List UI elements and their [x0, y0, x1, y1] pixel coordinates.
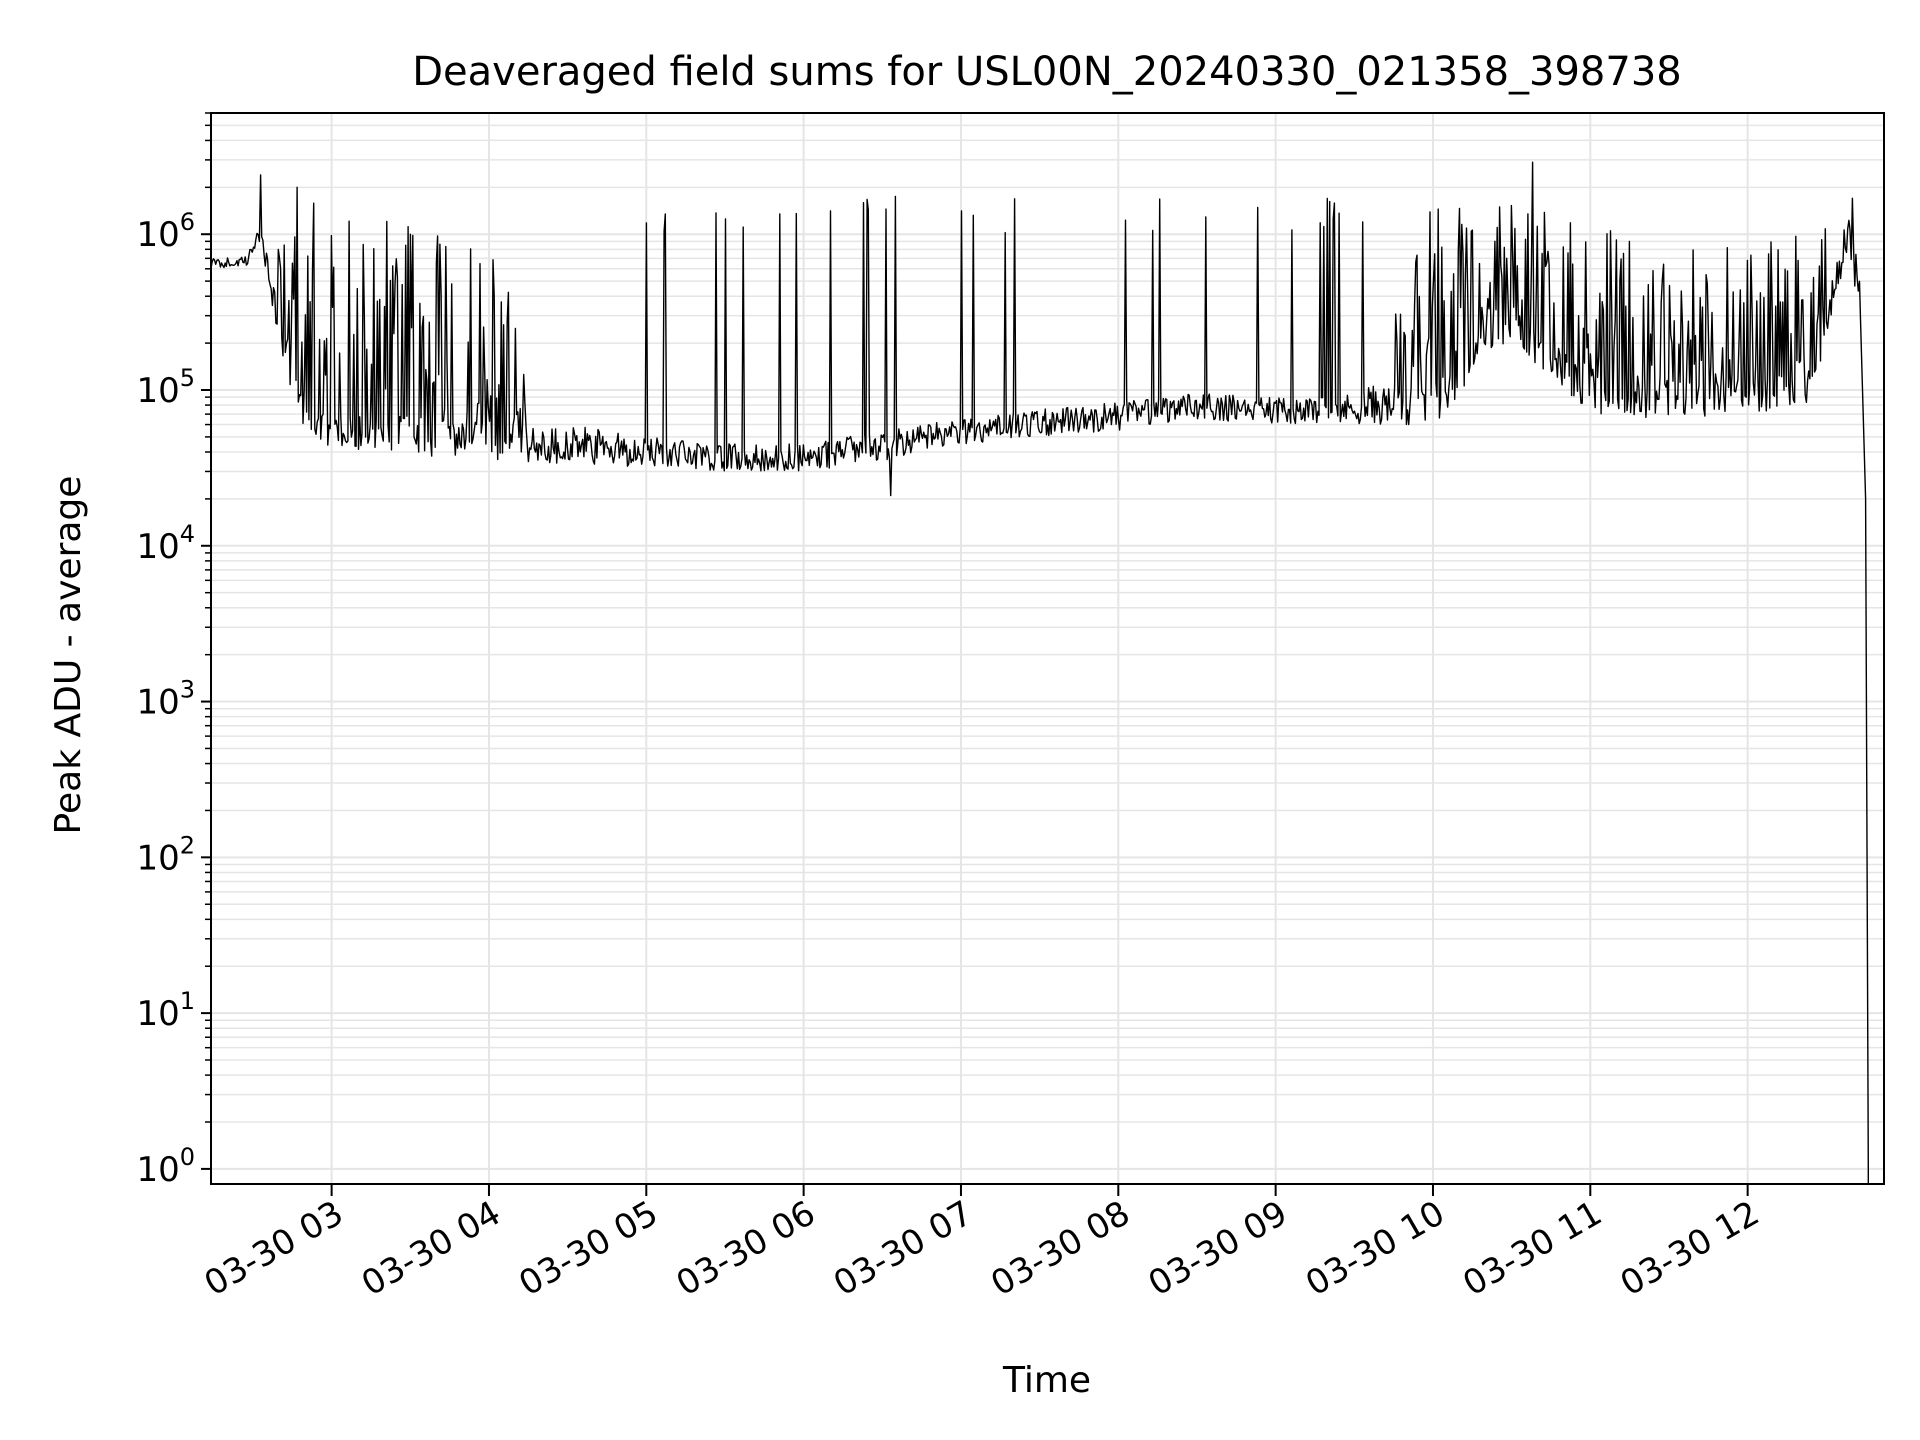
y-axis-label: Peak ADU - average	[48, 476, 89, 835]
x-axis-label: Time	[1002, 1360, 1091, 1401]
y-tick-label: 106	[136, 208, 195, 255]
y-tick-label: 103	[136, 676, 195, 723]
x-tick-label: 03-30 08	[984, 1193, 1136, 1304]
x-tick-label: 03-30 07	[827, 1193, 979, 1304]
y-tick-label: 101	[136, 987, 195, 1034]
x-tick-label: 03-30 05	[512, 1193, 664, 1304]
grid	[211, 112, 1884, 1184]
y-tick-label: 100	[136, 1143, 195, 1190]
data-layer	[210, 161, 1869, 1184]
plot-frame	[210, 112, 1885, 1185]
y-tick-label: 105	[136, 364, 195, 411]
x-tick-label: 03-30 11	[1456, 1193, 1608, 1304]
series-line	[210, 161, 1869, 1184]
y-tick-label: 104	[136, 520, 195, 567]
chart-title: Deaveraged field sums for USL00N_2024033…	[412, 49, 1681, 95]
x-tick-label: 03-30 06	[670, 1193, 822, 1304]
y-tick-label: 102	[136, 831, 195, 878]
x-tick-label: 03-30 03	[198, 1193, 350, 1304]
x-tick-label: 03-30 12	[1614, 1193, 1766, 1304]
x-tick-label: 03-30 04	[355, 1193, 507, 1304]
x-tick-label: 03-30 10	[1299, 1193, 1451, 1304]
x-tick-label: 03-30 09	[1142, 1193, 1294, 1304]
